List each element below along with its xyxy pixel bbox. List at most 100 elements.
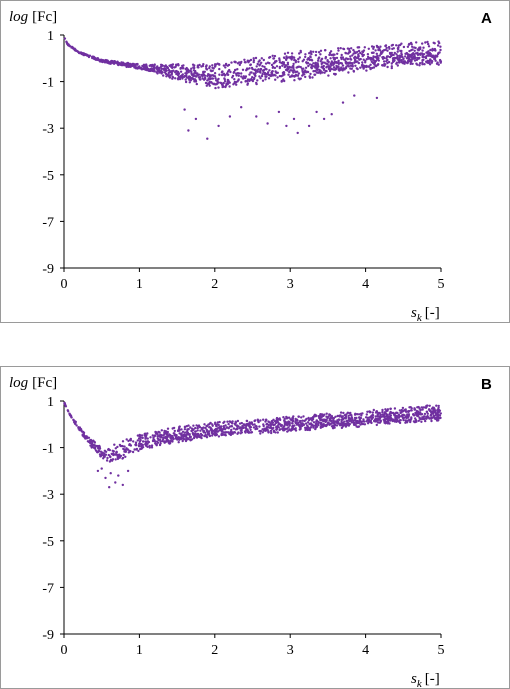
data-point [416, 51, 419, 54]
data-point [183, 435, 186, 438]
data-point [310, 423, 314, 426]
data-point [267, 431, 270, 434]
data-point [276, 425, 279, 428]
data-point [164, 67, 167, 71]
data-point [390, 66, 393, 70]
data-point [152, 436, 155, 439]
data-point [174, 433, 178, 437]
data-point [432, 409, 435, 412]
data-point [381, 56, 384, 59]
data-point [82, 433, 86, 436]
data-point [312, 65, 315, 68]
data-point [329, 50, 333, 53]
data-point [343, 58, 346, 61]
data-point [329, 62, 332, 65]
data-point [91, 443, 94, 447]
data-point [434, 54, 437, 57]
data-point [192, 77, 195, 81]
data-point [370, 421, 373, 425]
data-point [203, 423, 206, 426]
data-point [316, 68, 319, 71]
data-point [308, 76, 312, 79]
data-point [226, 80, 229, 84]
data-point [267, 77, 271, 80]
data-point [419, 53, 422, 56]
data-point [349, 61, 352, 65]
data-point [413, 46, 416, 49]
data-point [330, 415, 334, 418]
data-point [353, 419, 357, 422]
data-point [355, 416, 358, 420]
data-point [319, 49, 323, 52]
data-point [282, 416, 285, 419]
data-point [233, 78, 236, 81]
x-tick-label: 1 [136, 277, 143, 292]
data-point [217, 426, 220, 429]
data-point [127, 439, 130, 443]
data-point [359, 51, 362, 55]
data-point [272, 418, 275, 421]
y-tick-label: -5 [42, 169, 54, 184]
data-point [151, 434, 154, 437]
data-point [124, 455, 127, 458]
data-point [390, 65, 393, 68]
data-point [429, 48, 432, 52]
data-point [310, 63, 313, 67]
data-point [258, 429, 261, 433]
data-point [329, 68, 332, 71]
data-point [208, 426, 211, 429]
data-point [166, 435, 169, 438]
data-point [196, 426, 199, 430]
data-point [284, 64, 288, 67]
data-point [86, 53, 89, 57]
data-point [289, 69, 292, 72]
data-point [189, 426, 192, 429]
data-point [98, 59, 102, 62]
data-point [267, 423, 270, 427]
data-point [291, 424, 294, 428]
data-point [124, 448, 127, 452]
data-point [78, 51, 81, 55]
data-point [433, 47, 437, 51]
data-point [217, 86, 220, 89]
data-point [211, 77, 215, 80]
data-point [146, 437, 149, 440]
data-point [200, 434, 203, 437]
data-point [169, 440, 172, 444]
data-point [419, 408, 422, 412]
data-point [306, 70, 310, 74]
data-point [141, 64, 144, 68]
data-point [391, 60, 395, 64]
data-point [304, 53, 307, 56]
data-point [324, 424, 328, 428]
data-point [269, 74, 273, 78]
data-point [361, 54, 364, 58]
data-point [144, 65, 147, 69]
data-point [171, 440, 174, 443]
data-point [331, 427, 335, 430]
data-point [328, 51, 332, 55]
data-point [314, 414, 317, 417]
data-point [171, 77, 174, 80]
data-point [196, 429, 199, 432]
y-axis-label: log [Fc] [9, 375, 57, 391]
data-point [315, 110, 318, 114]
data-point [373, 61, 377, 64]
data-point [104, 60, 107, 63]
data-point [365, 420, 368, 423]
data-point [329, 57, 332, 60]
data-point [381, 415, 384, 418]
data-point [229, 70, 232, 74]
data-point [285, 124, 288, 128]
data-point [74, 420, 78, 424]
data-point [270, 72, 274, 75]
data-point [355, 56, 358, 60]
data-point [342, 47, 345, 50]
data-point [400, 49, 403, 53]
data-point [213, 63, 217, 66]
data-point [240, 60, 243, 64]
data-point [254, 56, 258, 60]
data-point [297, 72, 300, 75]
x-tick-label: 5 [438, 643, 445, 658]
data-point [353, 94, 356, 97]
